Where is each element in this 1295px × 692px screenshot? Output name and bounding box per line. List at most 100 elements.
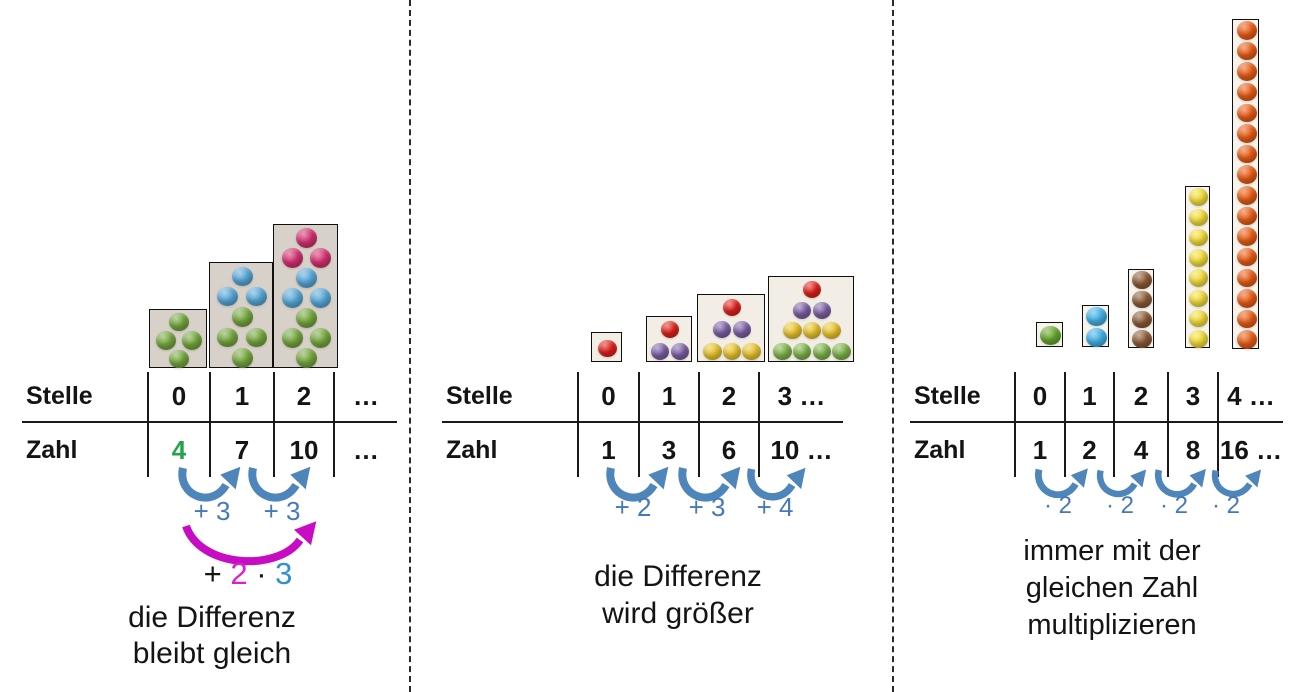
table-cell: 3	[638, 423, 698, 477]
candy	[598, 340, 617, 358]
step-arrow-icon	[1035, 468, 1088, 499]
candy-photo	[768, 276, 854, 362]
dashed-divider-right	[892, 0, 894, 692]
candy	[802, 280, 822, 298]
candy	[722, 299, 742, 317]
candy-photo	[646, 316, 692, 362]
candy	[231, 348, 253, 368]
table-row-zahl: Zahl 1 3 6 10 …	[442, 423, 843, 477]
table-cell: 1	[209, 372, 273, 423]
candy	[296, 268, 317, 288]
table-row-zahl: Zahl 4 7 10…	[22, 423, 397, 477]
candy	[310, 288, 332, 308]
table-cell: 0	[147, 372, 209, 423]
step-arrow-label: + 2	[614, 492, 652, 522]
candy	[1189, 249, 1208, 267]
candy	[1189, 188, 1208, 206]
candy	[245, 327, 267, 348]
row-label: Stelle	[22, 372, 147, 423]
candy	[1236, 268, 1257, 288]
candy	[1236, 82, 1257, 102]
table-cell: 7	[209, 423, 273, 477]
table-cell: 4	[147, 423, 209, 477]
table-cell: 10	[273, 423, 333, 477]
candy-photo	[1036, 322, 1063, 347]
candy	[1236, 309, 1257, 329]
step-arrow-label: + 3	[263, 496, 301, 526]
candy	[169, 312, 189, 332]
candy-photo	[273, 224, 338, 368]
candy	[1236, 289, 1257, 308]
candy-photo	[209, 262, 273, 368]
step-arrow-label: · 2	[1211, 492, 1241, 519]
candy	[1189, 208, 1208, 227]
step-arrow-icon	[1155, 468, 1206, 498]
table-cell: 1	[638, 372, 698, 423]
caption-line: immer mit der	[1023, 535, 1201, 567]
candy	[281, 328, 303, 348]
candy	[217, 327, 239, 348]
candy-photo	[591, 332, 622, 362]
candy	[1236, 103, 1257, 123]
candy	[296, 308, 317, 328]
candy	[1236, 206, 1257, 226]
table-row-zahl: Zahl 1 2 4 8 16 …	[910, 423, 1283, 477]
candy	[722, 342, 742, 360]
candy	[1132, 330, 1152, 348]
table-cell: 8	[1167, 423, 1217, 477]
candy-photo	[1128, 269, 1154, 348]
row-label: Zahl	[446, 435, 498, 464]
caption-line: die Differenz	[128, 601, 296, 634]
candy	[1236, 144, 1257, 164]
panel-geometric-sequence: Stelle 0 1 2 3 4 … Zahl 1 2 4 8 16 … · 2 · 2 · 2 · 2 imm…	[893, 0, 1295, 692]
row-label: Zahl	[914, 435, 966, 464]
candy	[802, 322, 822, 340]
candy	[281, 248, 303, 268]
candy	[812, 343, 832, 361]
sequence-table: Stelle 0 1 2 3 … Zahl 1 3 6 10 …	[442, 372, 843, 477]
candy	[169, 349, 189, 369]
caption-line: gleichen Zahl	[1025, 572, 1199, 604]
candy	[1040, 325, 1061, 346]
candy	[832, 343, 851, 361]
candy	[1236, 165, 1257, 184]
sum-arrow-label-part: ·	[247, 556, 276, 591]
candy-photo	[1185, 186, 1210, 348]
table-cell: 0	[1014, 372, 1064, 423]
sum-arrow-label-part: 3	[275, 556, 293, 591]
candy-photo	[149, 309, 207, 369]
candy	[773, 343, 792, 361]
candy	[1236, 124, 1257, 143]
panel-growing-difference-sequence: Stelle 0 1 2 3 … Zahl 1 3 6 10 … + 2 + 3 + 4 die Diff…	[410, 0, 892, 692]
candy-photo	[1232, 19, 1259, 349]
candy	[281, 288, 303, 308]
caption-line: die Differenz	[594, 560, 762, 593]
candy	[245, 286, 267, 307]
table-cell: 16 …	[1217, 423, 1283, 477]
candy	[1189, 228, 1208, 247]
candy	[1189, 289, 1208, 308]
caption-line: bleibt gleich	[132, 637, 292, 670]
candy	[296, 348, 317, 368]
candy	[1236, 227, 1257, 246]
table-cell: 2	[698, 372, 758, 423]
sequence-table: Stelle 0 1 2 3 4 … Zahl 1 2 4 8 16 …	[910, 372, 1283, 477]
table-row-stelle: Stelle 0 1 2 3 4 …	[910, 372, 1283, 423]
step-arrow-icon	[606, 466, 669, 502]
table-cell: …	[333, 372, 397, 423]
candy	[181, 331, 202, 350]
step-arrow-icon	[248, 466, 311, 502]
candy	[296, 228, 317, 248]
candy	[310, 248, 332, 268]
candy	[650, 342, 670, 360]
table-cell: 4 …	[1217, 372, 1283, 423]
candy	[1236, 62, 1257, 81]
candy-photo	[1082, 305, 1109, 347]
sequence-table: Stelle 0 1 2… Zahl 4 7 10…	[22, 372, 397, 477]
candy	[310, 328, 332, 348]
panel-caption: die Differenz wird größer	[594, 558, 762, 632]
step-arrow-icon	[1096, 469, 1147, 498]
candy	[822, 322, 841, 340]
candy	[812, 301, 832, 319]
